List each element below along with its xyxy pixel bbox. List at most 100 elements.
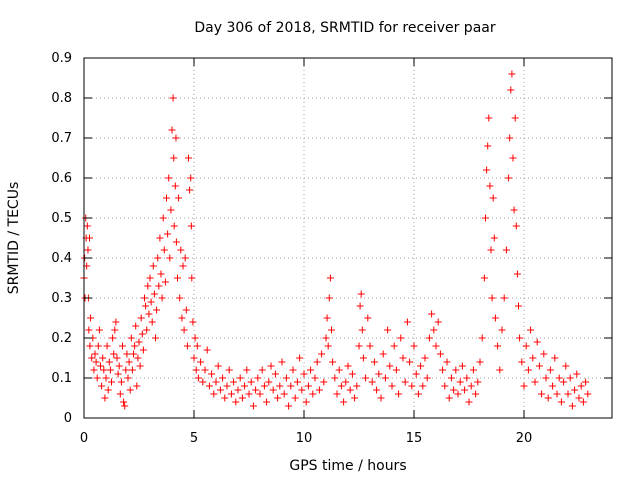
data-point [278,358,286,366]
data-point [456,378,464,386]
data-point [225,366,233,374]
data-point [484,142,492,150]
data-point [498,326,506,334]
data-point [134,354,142,362]
data-point [165,174,173,182]
data-point [491,314,499,322]
data-point [271,370,279,378]
data-point [212,378,220,386]
data-point [353,382,361,390]
data-point [478,334,486,342]
data-point [88,354,96,362]
data-point [103,342,111,350]
data-point [467,382,475,390]
data-point [190,354,198,362]
data-point [458,362,466,370]
data-point [575,394,583,402]
data-point [356,302,364,310]
data-point [540,350,548,358]
data-point [157,270,165,278]
x-tick-label: 15 [406,431,423,446]
data-point [289,366,297,374]
data-point [117,378,125,386]
data-point [472,390,480,398]
data-point [192,366,200,374]
data-point [194,374,202,382]
data-point [377,394,385,402]
data-point [232,398,240,406]
data-point [549,382,557,390]
data-point [219,374,227,382]
data-point [315,386,323,394]
data-point [93,374,101,382]
data-point [236,374,244,382]
data-point [333,390,341,398]
data-point [282,374,290,382]
data-point [362,374,370,382]
data-point [120,398,128,406]
data-point [105,358,113,366]
data-point [155,282,163,290]
data-point [430,326,438,334]
data-point [518,358,526,366]
data-point [331,374,339,382]
data-point [557,398,565,406]
data-point [505,174,513,182]
data-point [546,366,554,374]
data-point [99,354,107,362]
data-point [318,350,326,358]
data-point [191,334,199,342]
data-point [381,374,389,382]
data-point [180,326,188,334]
data-point [483,166,491,174]
data-point [496,366,504,374]
data-point [392,366,400,374]
data-point [399,354,407,362]
data-point [172,238,180,246]
data-point [577,382,585,390]
data-point [482,214,489,222]
data-point [485,114,493,122]
data-point [171,182,179,190]
data-point [131,342,139,350]
data-point [325,294,333,302]
data-point [210,390,218,398]
data-point [419,382,427,390]
data-point [507,86,515,94]
data-point [91,350,99,358]
data-point [143,326,151,334]
y-tick-label: 0.8 [51,91,72,106]
data-point [474,378,482,386]
data-point [102,374,110,382]
data-point [256,390,264,398]
data-point [203,346,211,354]
data-point [92,358,100,366]
data-point [258,366,266,374]
data-point [513,270,521,278]
data-point [564,390,572,398]
data-point [287,382,295,390]
data-point [101,394,109,402]
data-point [329,358,337,366]
data-point [146,274,154,282]
data-point [167,206,175,214]
data-point [390,342,398,350]
data-point [562,362,570,370]
data-point [160,246,168,254]
data-point [508,70,516,78]
data-point [359,354,367,362]
data-point [230,378,238,386]
data-point [149,262,157,270]
data-point [122,366,130,374]
data-point [83,222,91,230]
data-point [355,342,363,350]
data-point [510,206,518,214]
x-tick-label: 20 [516,431,533,446]
data-point [487,246,495,254]
data-point [291,394,299,402]
data-point [535,362,543,370]
data-point [158,294,166,302]
data-point [309,390,317,398]
data-point [326,274,334,282]
data-point [166,254,174,262]
